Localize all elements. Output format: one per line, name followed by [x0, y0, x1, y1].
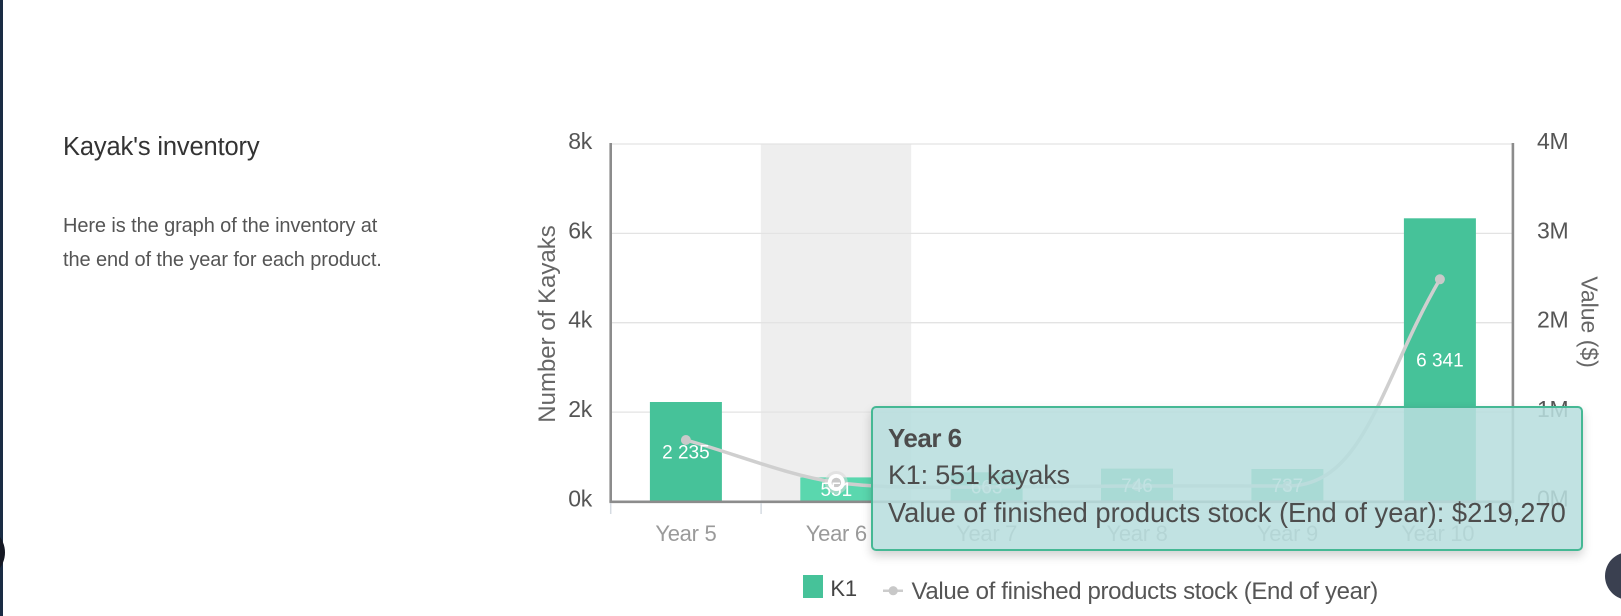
svg-text:Value ($): Value ($): [1577, 276, 1603, 368]
svg-text:Number of Kayaks: Number of Kayaks: [534, 225, 561, 422]
svg-text:3M: 3M: [1537, 217, 1568, 243]
svg-text:6k: 6k: [568, 217, 592, 243]
svg-text:8k: 8k: [568, 128, 592, 154]
svg-text:Year 5: Year 5: [655, 521, 716, 546]
svg-text:2M: 2M: [1537, 307, 1568, 333]
svg-text:Value of finished products sto: Value of finished products stock (End of…: [912, 578, 1378, 605]
svg-text:6 341: 6 341: [1416, 351, 1464, 372]
svg-text:Year 6: Year 6: [806, 521, 867, 546]
svg-text:K1: K1: [830, 576, 857, 601]
svg-text:2 235: 2 235: [662, 443, 710, 464]
svg-text:4M: 4M: [1537, 128, 1568, 154]
svg-text:0k: 0k: [568, 486, 592, 512]
svg-text:2k: 2k: [568, 396, 592, 422]
svg-text:551: 551: [820, 480, 852, 501]
svg-text:4k: 4k: [568, 307, 592, 333]
